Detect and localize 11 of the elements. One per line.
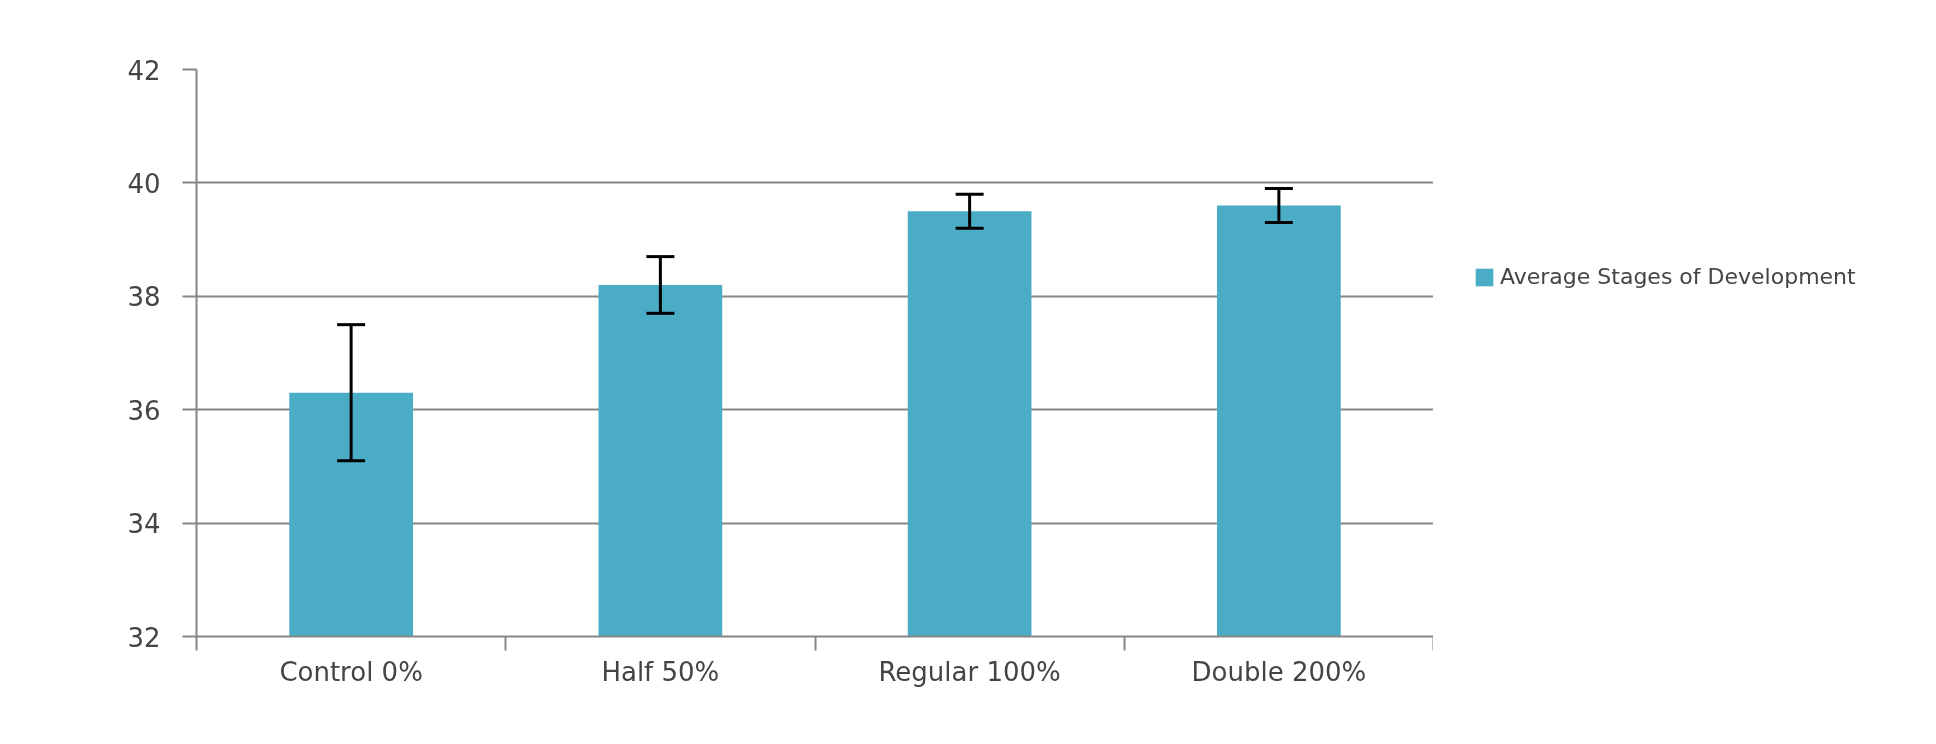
x-tick-label: Half 50% (601, 656, 720, 687)
y-tick-label: 38 (127, 282, 161, 313)
y-tick-label: 42 (127, 55, 161, 86)
y-tick-label: 34 (127, 509, 161, 540)
legend-label: Average Stages of Development (1500, 264, 1856, 289)
x-tick-label: Regular 100% (878, 656, 1061, 687)
y-tick-label: 40 (127, 168, 161, 199)
y-tick-label: 32 (127, 622, 161, 653)
x-tick-label: Control 0% (279, 656, 423, 687)
x-tick-label: Double 200% (1191, 656, 1367, 687)
y-tick-label: 36 (127, 395, 161, 426)
